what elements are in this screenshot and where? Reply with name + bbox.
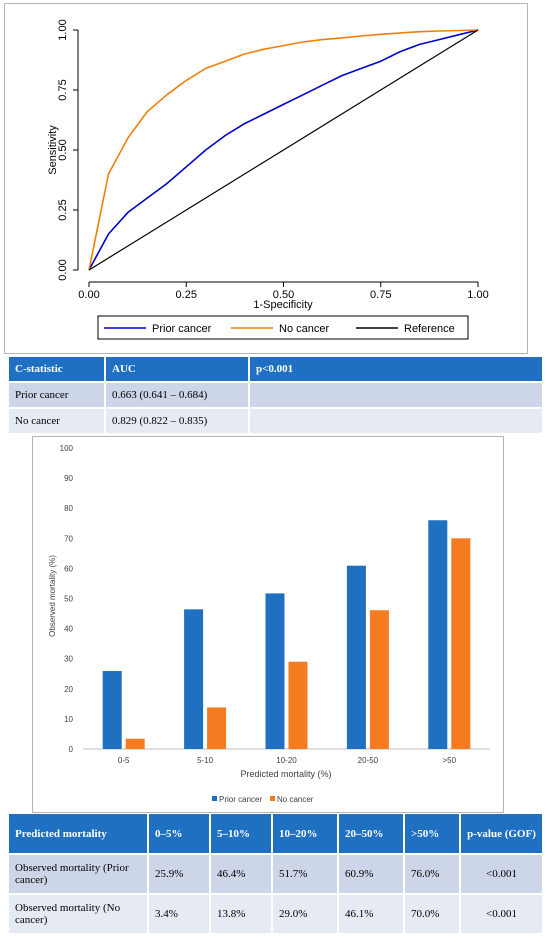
bin-header: 5–10% bbox=[209, 814, 271, 853]
legend-swatch bbox=[212, 796, 217, 801]
bin-header: 10–20% bbox=[271, 814, 337, 853]
y-tick-label: 0.75 bbox=[57, 79, 69, 100]
y-tick-label: 60 bbox=[64, 564, 73, 573]
bar-no-cancer bbox=[207, 707, 227, 749]
x-tick-label: 0-5 bbox=[118, 756, 130, 765]
bin-header: 0–5% bbox=[147, 814, 209, 853]
y-tick-label: 0 bbox=[69, 745, 74, 754]
y-tick-label: 0.00 bbox=[57, 259, 69, 280]
bar-no-cancer bbox=[288, 661, 308, 749]
bar-prior-cancer bbox=[346, 565, 366, 749]
bin-header: 20–50% bbox=[337, 814, 403, 853]
x-tick-label: 1.00 bbox=[467, 289, 488, 301]
bar-chart: 0 10 20 30 40 50 60 70 80 90 100 0-5 5-10 10-20 20-50 >… bbox=[48, 444, 490, 804]
y-tick-label: 0.50 bbox=[57, 139, 69, 160]
gof-p-value: <0.001 bbox=[459, 893, 542, 933]
y-tick-label: 80 bbox=[64, 504, 73, 513]
y-tick-label: 100 bbox=[60, 444, 74, 453]
observed-value: 3.4% bbox=[147, 893, 209, 933]
observed-mortality-label: Observed mortality (No cancer) bbox=[9, 893, 147, 933]
bar-prior-cancer bbox=[265, 593, 285, 749]
y-tick-label: 50 bbox=[64, 595, 73, 604]
observed-value: 13.8% bbox=[209, 893, 271, 933]
roc-chart: 0.00 0.25 0.50 0.75 1.00 0.00 0.25 0.50 0.75 1.00… bbox=[47, 19, 489, 340]
p-value-cell bbox=[248, 381, 542, 407]
c-statistic-row-label: Prior cancer bbox=[9, 381, 104, 407]
observed-value: 46.4% bbox=[209, 853, 271, 893]
x-tick-label: 20-50 bbox=[358, 756, 379, 765]
x-tick-label: 5-10 bbox=[197, 756, 214, 765]
y-tick-label: 10 bbox=[64, 715, 73, 724]
auc-value: 0.663 (0.641 – 0.684) bbox=[104, 381, 248, 407]
gof-header: p-value (GOF) bbox=[459, 814, 542, 853]
x-tick-label: 0.25 bbox=[176, 289, 197, 301]
legend-label: Prior cancer bbox=[219, 795, 262, 804]
p-value-header: p<0.001 bbox=[248, 357, 542, 381]
y-tick-label: 40 bbox=[64, 625, 73, 634]
y-tick-label: 1.00 bbox=[57, 19, 69, 40]
y-tick-label: 70 bbox=[64, 534, 73, 543]
y-axis-title: Sensitivity bbox=[47, 125, 59, 175]
gof-p-value: <0.001 bbox=[459, 853, 542, 893]
auc-header: AUC bbox=[104, 357, 248, 381]
x-tick-label: 0.75 bbox=[370, 289, 391, 301]
y-tick-label: 30 bbox=[64, 655, 73, 664]
x-tick-label: >50 bbox=[443, 756, 457, 765]
y-tick-label: 90 bbox=[64, 474, 73, 483]
x-tick-label: 0.00 bbox=[78, 289, 99, 301]
bin-header: >50% bbox=[403, 814, 459, 853]
roc-series-prior-cancer bbox=[88, 29, 479, 271]
legend-label: Reference bbox=[404, 323, 455, 335]
observed-value: 29.0% bbox=[271, 893, 337, 933]
roc-series-reference bbox=[88, 29, 479, 271]
observed-mortality-label: Observed mortality (Prior cancer) bbox=[9, 853, 147, 893]
x-tick-label: 10-20 bbox=[276, 756, 297, 765]
mortality-table: Predicted mortality 0–5% 5–10% 10–20% 20… bbox=[9, 814, 542, 933]
bar-no-cancer bbox=[451, 538, 471, 749]
observed-value: 76.0% bbox=[403, 853, 459, 893]
x-axis-title: Predicted mortality (%) bbox=[240, 769, 331, 779]
observed-value: 51.7% bbox=[271, 853, 337, 893]
auc-value: 0.829 (0.822 – 0.835) bbox=[104, 407, 248, 433]
roc-series-no-cancer bbox=[88, 29, 479, 271]
roc-legend bbox=[97, 315, 469, 340]
legend-swatch bbox=[270, 796, 275, 801]
p-value-cell bbox=[248, 407, 542, 433]
y-tick-label: 0.25 bbox=[57, 199, 69, 220]
bar-prior-cancer bbox=[428, 520, 448, 749]
legend-label: No cancer bbox=[277, 795, 314, 804]
bar-prior-cancer bbox=[102, 671, 122, 749]
observed-value: 70.0% bbox=[403, 893, 459, 933]
y-tick-label: 20 bbox=[64, 685, 73, 694]
observed-value: 60.9% bbox=[337, 853, 403, 893]
c-statistic-header: C-statistic bbox=[9, 357, 104, 381]
legend-label: No cancer bbox=[279, 323, 329, 335]
legend-label: Prior cancer bbox=[152, 323, 212, 335]
observed-value: 25.9% bbox=[147, 853, 209, 893]
x-axis-title: 1-Specificity bbox=[253, 299, 313, 311]
predicted-mortality-header: Predicted mortality bbox=[9, 814, 147, 853]
y-axis-title: Observed mortality (%) bbox=[48, 555, 57, 637]
roc-chart-frame bbox=[4, 3, 528, 354]
bar-chart-frame bbox=[32, 436, 504, 813]
c-statistic-table: C-statistic AUC p<0.001 Prior cancer 0.6… bbox=[9, 357, 542, 433]
bar-prior-cancer bbox=[184, 609, 204, 749]
bar-no-cancer bbox=[369, 610, 389, 749]
c-statistic-row-label: No cancer bbox=[9, 407, 104, 433]
x-tick-label: 0.50 bbox=[273, 289, 294, 301]
bar-no-cancer bbox=[125, 738, 145, 749]
observed-value: 46.1% bbox=[337, 893, 403, 933]
